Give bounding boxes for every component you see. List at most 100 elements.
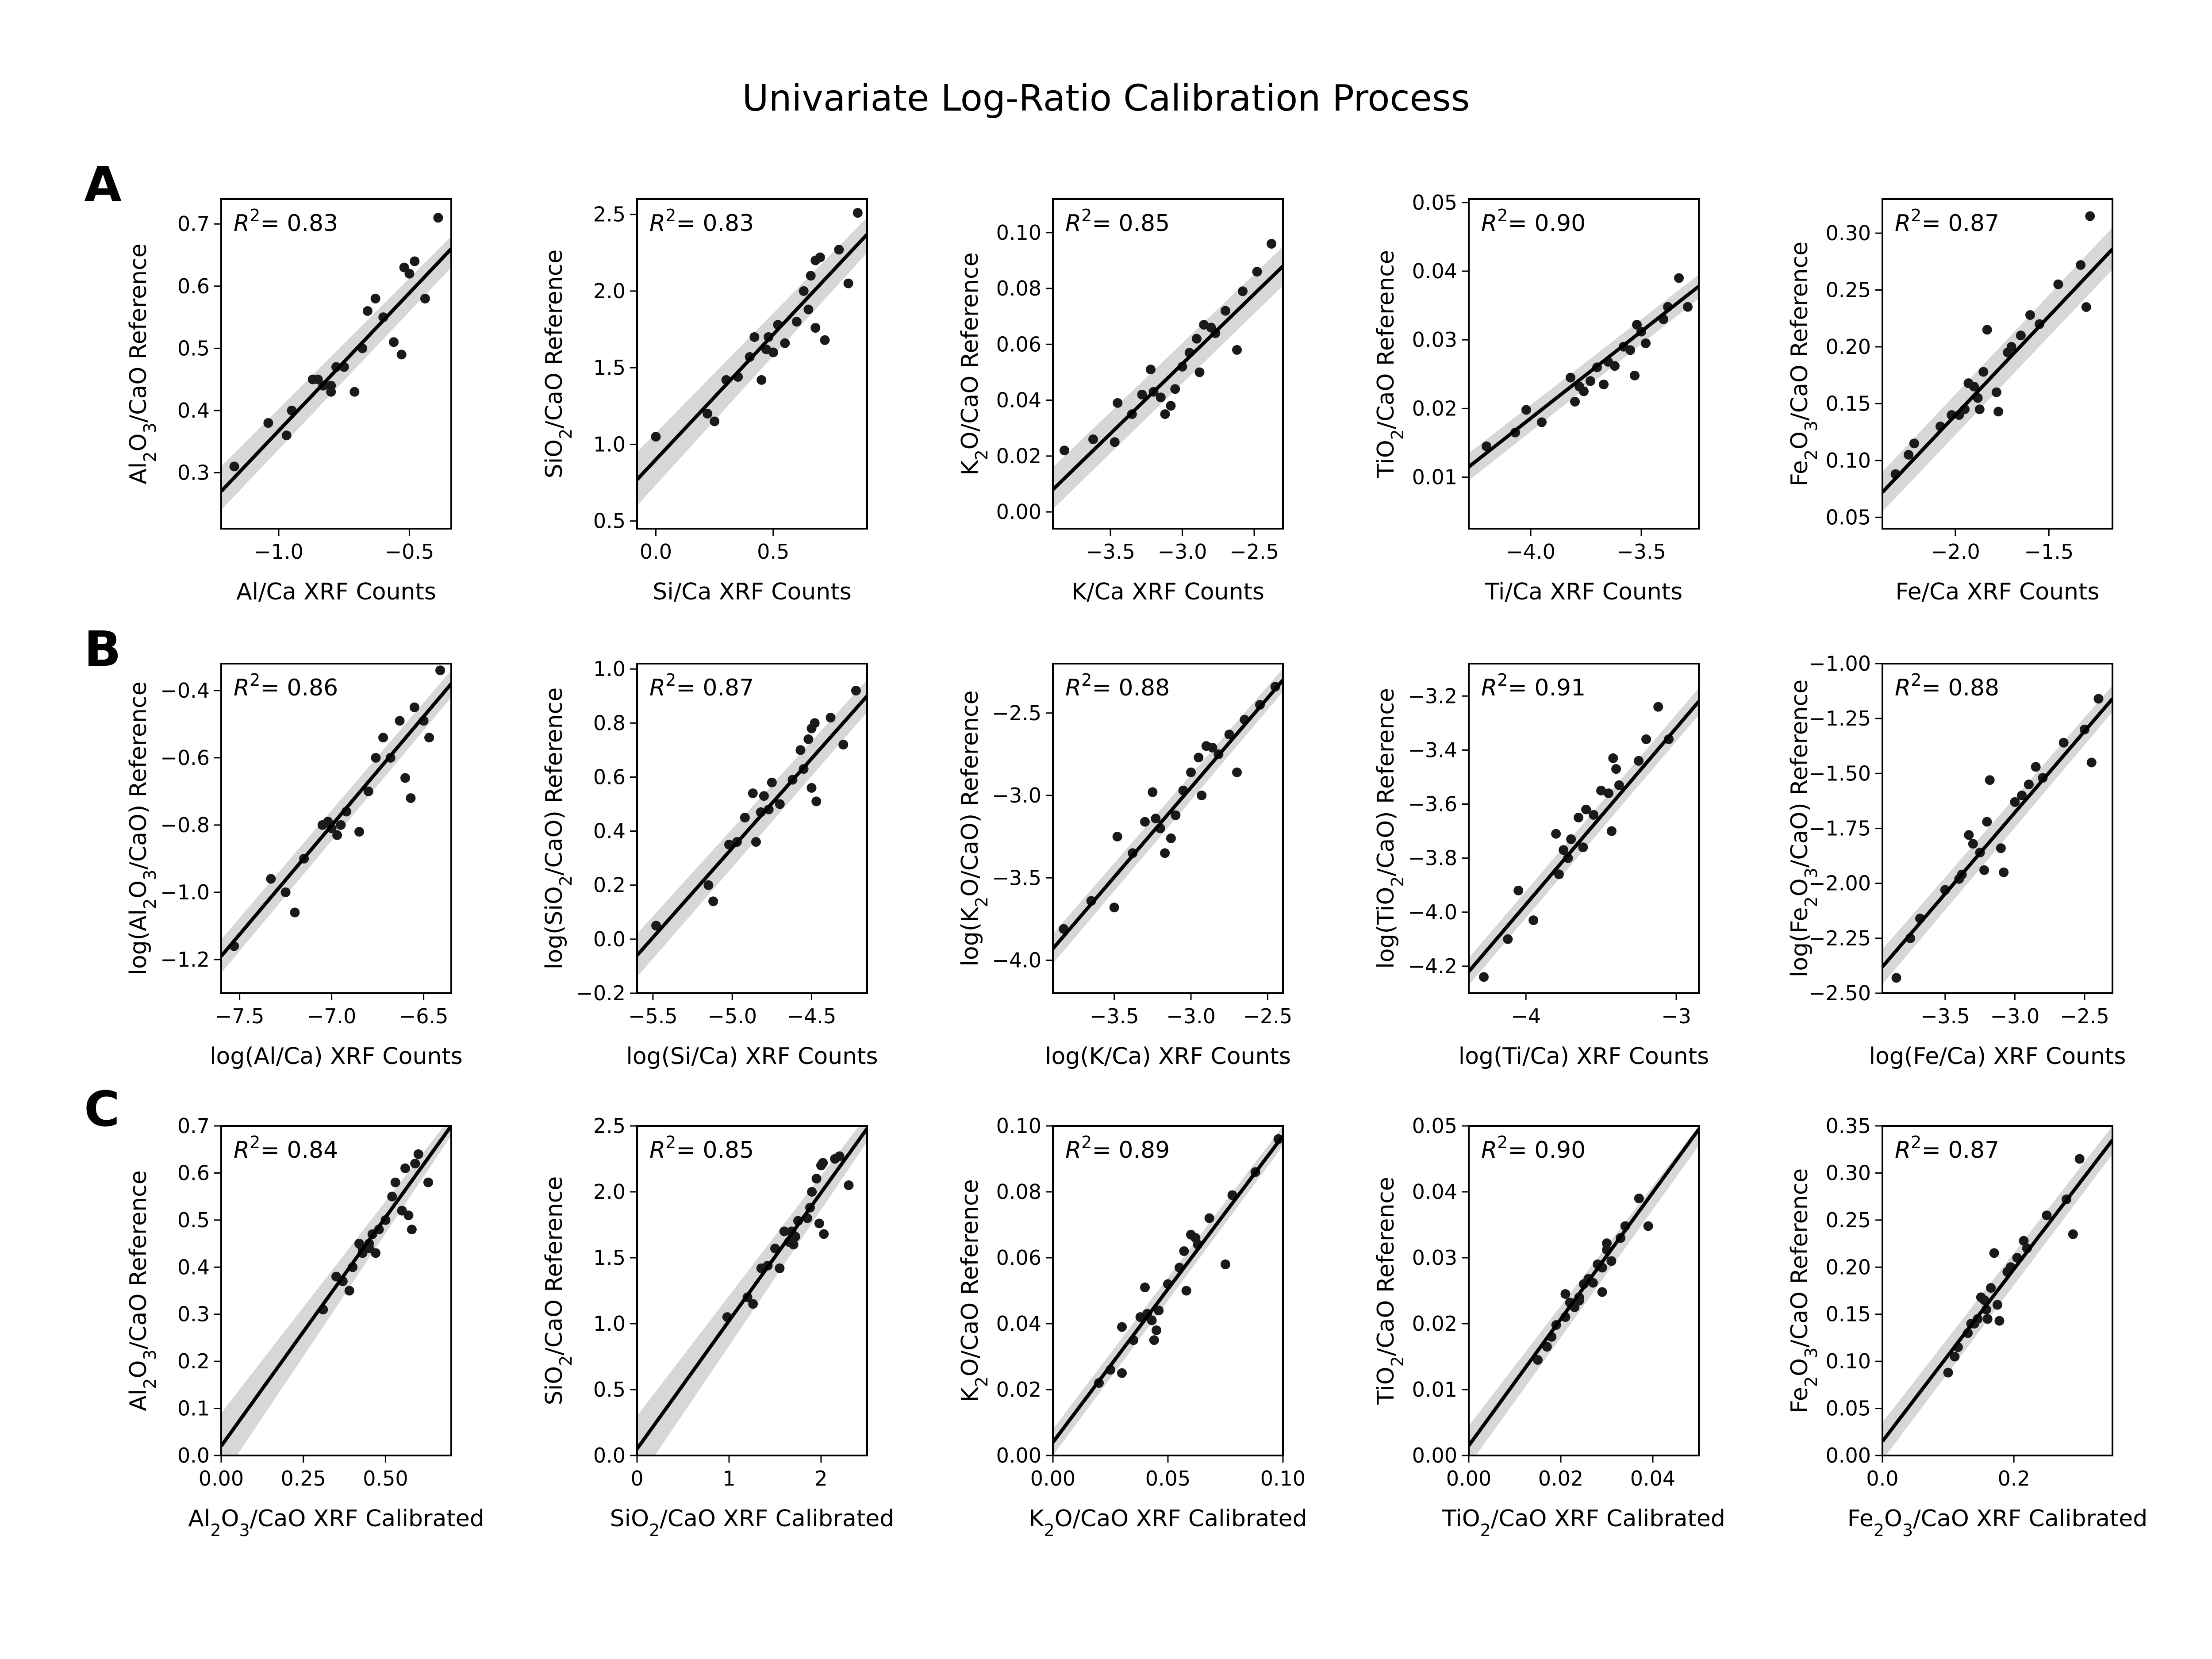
- x-tick-label: −2.5: [1229, 540, 1279, 564]
- data-point: [362, 306, 373, 316]
- x-tick-label: −3.0: [1158, 540, 1207, 564]
- x-tick-label: −3.0: [1166, 1004, 1216, 1028]
- row-label-a: A: [84, 156, 122, 213]
- y-tick-label: −2.50: [1809, 981, 1871, 1005]
- x-tick-label: −3.0: [1990, 1004, 2040, 1028]
- x-tick-label: 0.50: [363, 1467, 408, 1490]
- plot-area: [1469, 273, 1699, 481]
- y-tick-label: −1.50: [1809, 761, 1871, 785]
- data-point: [1586, 376, 1595, 386]
- scatter-panel-5: −2.0 −1.5 0.05 0.10 0.15 0.20 0.25 0.30 R2= 0.87…: [1786, 198, 2113, 605]
- data-point: [332, 830, 342, 840]
- x-axis-label: Al2O3/CaO XRF Calibrated: [188, 1505, 484, 1540]
- data-point: [1186, 767, 1196, 777]
- data-point: [1160, 848, 1170, 858]
- data-point: [1197, 791, 1207, 800]
- data-point: [1166, 401, 1176, 411]
- y-tick-label: 0.0: [593, 927, 626, 951]
- r-squared-label: R2= 0.90: [1481, 206, 1586, 237]
- x-tick-label: 0.02: [1538, 1467, 1583, 1490]
- data-point: [2019, 1236, 2029, 1246]
- scatter-panel-6: −7.5 −7.0 −6.5 −1.2 −1.0 −0.8 −0.6 −0.4 R2= 0.86…: [125, 663, 463, 1070]
- data-point: [280, 887, 291, 897]
- regression-line: [637, 695, 867, 957]
- data-point: [389, 337, 399, 347]
- data-point: [806, 783, 817, 793]
- y-tick-label: −4.0: [992, 949, 1041, 972]
- data-point: [435, 665, 445, 676]
- y-tick-label: 0.0: [177, 1444, 210, 1467]
- data-point: [1589, 810, 1599, 820]
- y-tick-label: 0.6: [177, 1161, 210, 1185]
- x-tick-label: −7.0: [307, 1004, 357, 1028]
- regression-line: [1053, 1134, 1283, 1444]
- plot-area: [1053, 1126, 1283, 1455]
- y-tick-label: 0.06: [996, 332, 1041, 356]
- x-tick-label: −1.5: [2024, 540, 2074, 564]
- regression-line: [1469, 284, 1699, 469]
- data-point: [780, 338, 790, 348]
- x-axis-label: TiO2/CaO XRF Calibrated: [1442, 1505, 1725, 1540]
- y-tick-label: 0.1: [177, 1397, 210, 1421]
- x-tick-label: 0.0: [1866, 1467, 1898, 1490]
- y-axis-label: K2O/CaO Reference: [957, 252, 991, 475]
- data-point: [1154, 1306, 1164, 1316]
- y-tick-label: 2.5: [593, 203, 626, 227]
- y-tick-label: 1.0: [593, 432, 626, 456]
- x-tick-label: −7.5: [215, 1004, 265, 1028]
- data-point: [404, 269, 415, 279]
- y-tick-label: 0.25: [1826, 278, 1871, 302]
- y-tick-label: 0.7: [177, 212, 210, 236]
- data-point: [1982, 1314, 1993, 1324]
- data-point: [1643, 1221, 1653, 1231]
- y-tick-label: 0.2: [593, 873, 626, 897]
- data-point: [1060, 445, 1069, 456]
- y-axis-label: Al2O3/CaO Reference: [125, 243, 160, 484]
- x-tick-label: −4: [1511, 1004, 1541, 1028]
- data-point: [1252, 267, 1262, 277]
- data-point: [1570, 396, 1580, 407]
- data-point: [423, 1177, 433, 1187]
- regression-line: [1882, 697, 2112, 968]
- data-point: [290, 907, 300, 918]
- data-point: [818, 1158, 828, 1168]
- plot-area: [1469, 1126, 1699, 1455]
- y-tick-label: 1.5: [593, 356, 626, 380]
- x-tick-label: −2.0: [1931, 540, 1980, 564]
- y-tick-label: 0.03: [1412, 328, 1457, 352]
- regression-line: [637, 1127, 867, 1450]
- data-point: [1989, 1248, 1999, 1258]
- x-axis-label: log(K/Ca) XRF Counts: [1045, 1043, 1291, 1070]
- data-point: [1968, 839, 1978, 849]
- data-point: [799, 286, 809, 296]
- y-tick-label: 0.05: [1826, 505, 1871, 529]
- data-point: [851, 686, 861, 696]
- x-tick-label: 0.00: [1030, 1467, 1075, 1490]
- y-tick-label: 0.04: [996, 1312, 1041, 1336]
- data-point: [2068, 1229, 2078, 1239]
- data-point: [1521, 405, 1531, 415]
- r-squared-label: R2= 0.83: [649, 206, 754, 237]
- r-squared-label: R2= 0.84: [234, 1133, 338, 1164]
- x-axis-label: log(Ti/Ca) XRF Counts: [1459, 1043, 1709, 1070]
- y-tick-label: 0.08: [996, 276, 1041, 300]
- y-tick-label: 0.30: [1826, 221, 1871, 245]
- data-point: [326, 380, 336, 391]
- data-point: [1982, 817, 1992, 827]
- plot-area: [1053, 668, 1283, 964]
- data-point: [1140, 817, 1150, 827]
- data-point: [807, 1187, 817, 1197]
- data-point: [1171, 810, 1181, 820]
- data-point: [1993, 407, 2004, 417]
- y-tick-label: 0.20: [1826, 1255, 1871, 1279]
- r-squared-label: R2= 0.88: [1065, 670, 1170, 701]
- data-point: [1625, 345, 1635, 355]
- data-point: [1596, 786, 1606, 796]
- data-point: [834, 245, 844, 255]
- x-tick-label: −5.5: [628, 1004, 678, 1028]
- y-tick-label: 0.01: [1412, 465, 1457, 489]
- y-axis-label: TiO2/CaO Reference: [1373, 250, 1407, 478]
- y-tick-label: 0.30: [1826, 1161, 1871, 1185]
- scatter-panel-13: 0.00 0.05 0.10 0.00 0.02 0.04 0.06 0.08 0.10 R2= …: [957, 1114, 1307, 1540]
- y-tick-label: 0.35: [1826, 1114, 1871, 1138]
